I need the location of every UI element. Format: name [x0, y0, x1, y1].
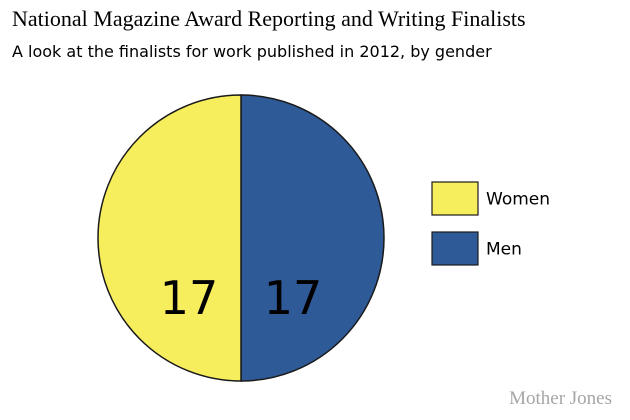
legend-item-women: Women [431, 181, 550, 216]
pie-slice-women [97, 94, 242, 382]
source-credit: Mother Jones [509, 388, 612, 409]
pie-slice-men [240, 94, 385, 382]
legend-swatch-women [431, 181, 479, 216]
legend-item-men: Men [431, 231, 522, 266]
legend-label-men: Men [486, 240, 522, 260]
legend: Women Men [431, 181, 550, 266]
slice-value-label-women: 17 [160, 271, 219, 325]
legend-swatch-men [431, 231, 479, 266]
chart-subtitle: A look at the finalists for work publish… [12, 42, 492, 61]
pie-slices [97, 94, 385, 382]
chart-title: National Magazine Award Reporting and Wr… [12, 6, 526, 31]
legend-label-women: Women [486, 190, 550, 210]
slice-value-label-men: 17 [264, 271, 323, 325]
